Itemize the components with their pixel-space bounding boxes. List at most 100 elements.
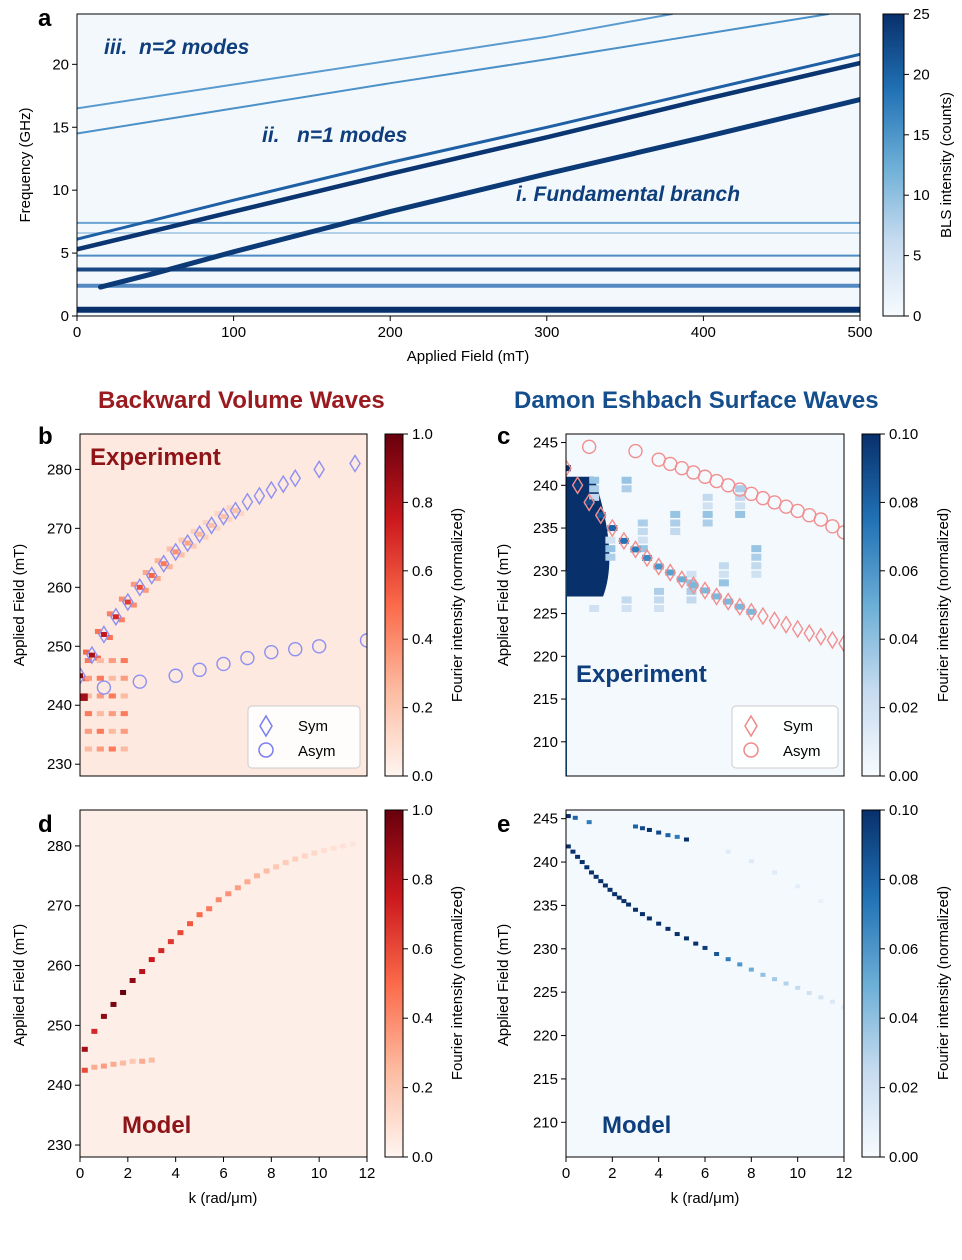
heat-cell xyxy=(818,899,824,904)
x-tick-label: 6 xyxy=(219,1165,227,1182)
heat-cell xyxy=(202,519,209,525)
heat-cell xyxy=(602,883,608,888)
sym-marker xyxy=(641,548,653,568)
panel-c-inset-label: Experiment xyxy=(576,661,707,688)
section-title-backward-volume: Backward Volume Waves xyxy=(98,387,385,414)
colorbar-tick-label: 0.0 xyxy=(412,768,433,785)
heat-cell xyxy=(112,614,119,620)
heat-cell xyxy=(225,891,232,897)
colorbar-tick-label: 0.04 xyxy=(889,631,918,648)
heat-cell xyxy=(589,493,600,501)
panel-a-x-ticks: 0 100 200 300 400 500 xyxy=(73,316,873,341)
y-tick-label: 245 xyxy=(533,811,558,828)
asym-marker xyxy=(192,662,207,678)
panel-d-colorbar-gradient xyxy=(384,809,404,1158)
panel-c-letter: c xyxy=(497,423,510,450)
heat-cell xyxy=(676,576,687,583)
heat-cell xyxy=(214,525,221,531)
x-tick-label: 200 xyxy=(378,324,403,341)
heat-cell xyxy=(80,693,88,701)
heat-cell xyxy=(130,581,137,587)
sym-marker xyxy=(98,625,110,644)
heat-cell xyxy=(760,972,766,977)
heat-cell xyxy=(100,1013,107,1019)
heat-cell xyxy=(637,536,648,544)
heat-cell xyxy=(84,693,92,699)
sym-marker xyxy=(229,501,242,520)
sym-marker xyxy=(826,630,839,650)
panel-a-colorbar-label: BLS intensity (counts) xyxy=(938,92,955,238)
heat-cell xyxy=(746,608,757,615)
heat-cell xyxy=(84,711,92,717)
x-tick-label: 400 xyxy=(691,324,716,341)
sym-marker xyxy=(722,592,734,611)
heat-cell xyxy=(118,596,125,602)
y-tick-label: 5 xyxy=(61,245,69,262)
panel-b-data xyxy=(71,454,367,752)
heat-cell xyxy=(158,948,165,954)
heat-cell xyxy=(71,670,77,675)
x-tick-label: 0 xyxy=(76,1165,84,1182)
y-tick-label: 260 xyxy=(47,958,72,975)
asym-marker xyxy=(813,512,829,527)
heat-cell xyxy=(120,728,128,734)
colorbar-tick-label: 5 xyxy=(913,248,921,265)
colorbar-tick-label: 0.4 xyxy=(412,631,433,648)
sym-marker xyxy=(571,475,584,495)
x-tick-label: 8 xyxy=(747,1165,755,1182)
heat-cell xyxy=(702,519,713,527)
heat-cell xyxy=(301,853,308,859)
panel-a-y-ticks: 0 5 10 15 20 xyxy=(52,56,77,325)
heat-cell xyxy=(187,921,194,927)
y-tick-label: 210 xyxy=(533,1114,558,1131)
heat-cell xyxy=(136,584,143,590)
heat-cell xyxy=(167,939,174,945)
x-tick-label: 12 xyxy=(836,1165,853,1182)
y-tick-label: 240 xyxy=(47,697,72,714)
panel-e-letter: e xyxy=(497,811,510,838)
colorbar-tick-label: 0.06 xyxy=(889,563,918,580)
heat-cell xyxy=(584,865,590,870)
heat-cell xyxy=(139,969,146,975)
heat-cell xyxy=(783,981,789,986)
sym-marker xyxy=(838,634,844,653)
panel-b-inset-label: Experiment xyxy=(90,444,221,471)
heat-cell xyxy=(607,525,618,532)
heat-cell xyxy=(96,746,104,752)
y-tick-label: 210 xyxy=(533,734,558,751)
heat-cell xyxy=(96,658,104,664)
x-tick-label: 4 xyxy=(171,1165,179,1182)
heat-cell xyxy=(100,631,107,637)
heat-cell xyxy=(595,512,606,519)
y-tick-label: 225 xyxy=(533,984,558,1001)
sym-marker xyxy=(676,570,688,589)
heat-cell xyxy=(196,531,203,537)
asym-marker xyxy=(628,443,643,459)
heat-cell xyxy=(734,603,745,610)
x-tick-label: 12 xyxy=(359,1165,376,1182)
heat-cell xyxy=(215,897,222,903)
asym-marker xyxy=(825,519,840,534)
heat-cell xyxy=(589,476,600,484)
heat-cell xyxy=(772,870,777,875)
asym-marker xyxy=(836,525,844,540)
heat-cell xyxy=(100,1063,107,1069)
panel-a-letter: a xyxy=(38,5,52,32)
heat-cell xyxy=(751,545,762,553)
colorbar-tick-label: 0.10 xyxy=(889,426,918,443)
heat-cell xyxy=(674,834,680,839)
panel-d-inset-label: Model xyxy=(122,1112,191,1139)
heat-cell xyxy=(646,827,652,832)
heat-cell xyxy=(196,912,203,918)
legend-sym-diamond-icon xyxy=(259,714,273,738)
heat-cell xyxy=(670,528,681,536)
heat-cell xyxy=(665,833,671,838)
colorbar-tick-label: 0.02 xyxy=(889,1080,918,1097)
heat-cell xyxy=(688,582,699,589)
panel-c-colorbar-gradient xyxy=(861,433,881,777)
colorbar-tick-label: 0.8 xyxy=(412,494,433,511)
y-tick-label: 280 xyxy=(47,838,72,855)
